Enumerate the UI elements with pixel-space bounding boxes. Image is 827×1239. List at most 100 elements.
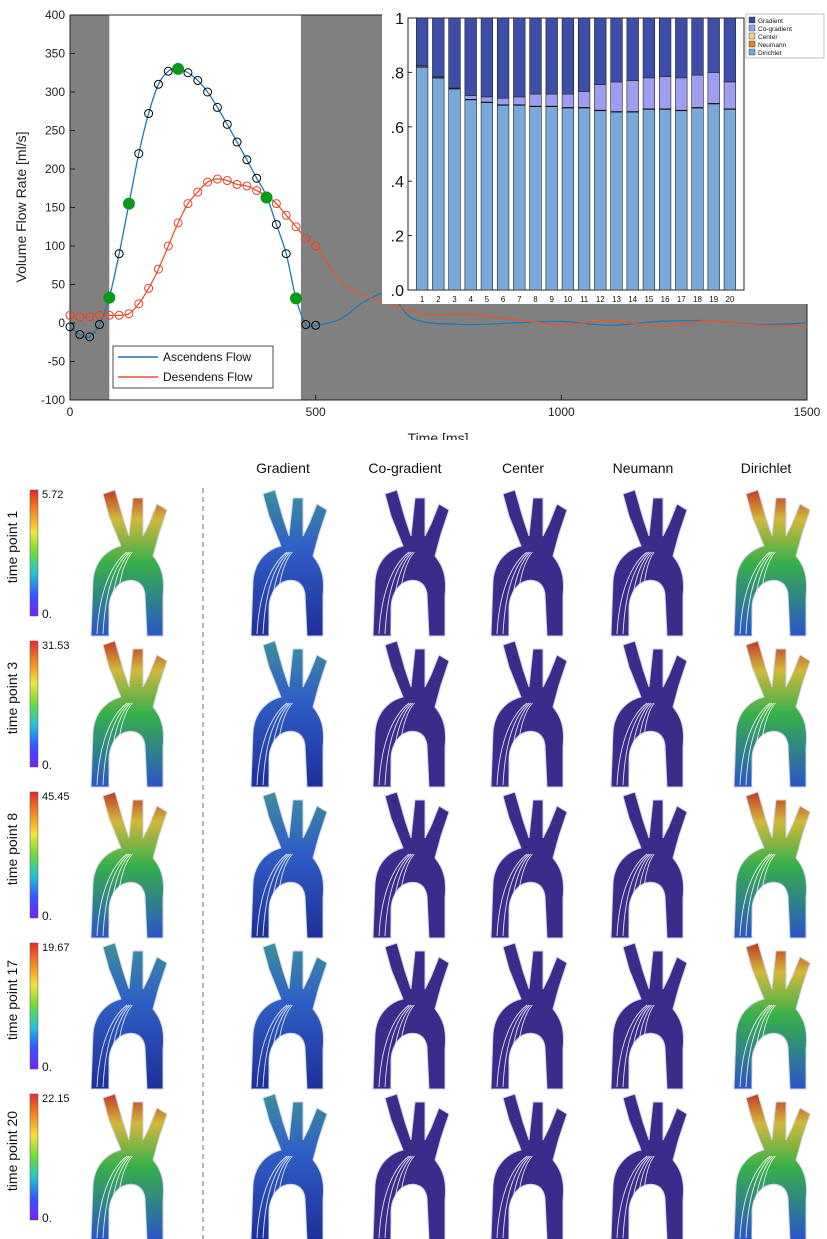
inset-x-tick-label: 1: [420, 295, 425, 304]
aorta-surface: [610, 640, 688, 788]
row-label: time point 20: [4, 1111, 20, 1191]
inset-bar-gradient: [415, 17, 429, 66]
ascendens-point: [114, 249, 124, 259]
inset-x-tick-label: 7: [517, 295, 522, 304]
desendens-point: [271, 199, 281, 209]
streamline: [262, 1004, 290, 1088]
inset-bar-gradient: [529, 17, 542, 95]
chart-axes: -100 -50 0 50 100 150 200 250 300 350 400 0 500 1000 1…: [41, 8, 821, 419]
streamline: [384, 1004, 412, 1088]
streamline: [745, 1155, 773, 1239]
inset-x-tick-label: 12: [596, 295, 605, 304]
streamline: [751, 702, 774, 786]
inset-bar-co-gradient: [561, 93, 575, 109]
aorta-surface: [372, 489, 450, 637]
desendens-point: [65, 310, 75, 320]
ascendens-point: [193, 75, 203, 85]
highlight-point: [172, 62, 185, 75]
desendens-point: [193, 187, 203, 197]
desendens-point: [222, 176, 232, 186]
streamline: [628, 1004, 651, 1088]
streamline: [751, 1004, 774, 1088]
desendens-point: [163, 241, 173, 251]
streamline: [256, 702, 288, 786]
streamline: [262, 702, 290, 786]
column-header: Center: [502, 460, 544, 476]
inset-bar-co-gradient: [577, 91, 591, 109]
highlight-point: [122, 197, 135, 210]
streamline: [390, 702, 413, 786]
ascendens-point: [203, 87, 213, 97]
streamline: [384, 853, 412, 937]
streamline: [496, 853, 528, 937]
ascendens-point: [134, 149, 144, 159]
x-tick-label: 0: [67, 405, 74, 419]
inset-bar-gradient: [723, 17, 737, 83]
colorbar-max-label: 31.53: [42, 640, 70, 652]
inset-x-tick-label: 20: [725, 295, 734, 304]
inset-bar-dirichlet: [464, 99, 477, 291]
legend-label: Desendens Flow: [163, 370, 253, 384]
aorta-body: [733, 1093, 811, 1239]
inset-x-tick-label: 14: [628, 295, 637, 304]
inset-legend-label: Center: [758, 34, 778, 41]
desendens-point: [124, 309, 134, 319]
aorta-body: [490, 791, 568, 939]
grid-row: time point 17 19.67 0.: [4, 942, 811, 1090]
aorta-surface: [250, 791, 328, 939]
streamline: [384, 551, 412, 635]
grid-row: time point 8 45.45 0.: [4, 791, 811, 939]
column-headers: Gradient Co-gradient Center Neumann Dirichle…: [256, 460, 791, 476]
streamline: [390, 1155, 413, 1239]
desendens-point: [173, 218, 183, 228]
desendens-point: [252, 186, 262, 196]
highlight-point: [103, 291, 116, 304]
streamline: [508, 853, 531, 937]
y-tick-label: 200: [45, 162, 65, 176]
inset-bar-gradient: [626, 17, 639, 81]
streamline: [640, 1004, 655, 1088]
grid-row: time point 1 5.72 0.: [4, 489, 811, 637]
inset-bar-gradient: [513, 17, 526, 98]
streamline: [96, 702, 128, 786]
aorta-body: [250, 640, 328, 788]
inset-y-tick-label: 1: [395, 11, 404, 28]
streamline: [114, 702, 133, 786]
inset-bar-gradient: [545, 17, 558, 95]
streamline: [514, 1004, 533, 1088]
inset-bar-co-gradient: [545, 93, 558, 107]
streamline: [616, 551, 648, 635]
aorta-surface: [733, 640, 811, 788]
streamline: [751, 853, 774, 937]
streamline: [634, 551, 653, 635]
column-header: Gradient: [256, 460, 310, 476]
streamline: [502, 702, 530, 786]
streamline: [634, 702, 653, 786]
streamline: [390, 551, 413, 635]
desendens-point: [212, 174, 222, 184]
streamline: [378, 1155, 410, 1239]
streamline: [96, 551, 128, 635]
desendens-point: [242, 181, 252, 191]
streamline: [628, 853, 651, 937]
streamline: [616, 853, 648, 937]
ascendens-point: [271, 219, 281, 229]
aorta-body: [90, 791, 168, 939]
streamline: [396, 853, 415, 937]
colorbar-min-label: 0.: [42, 909, 52, 923]
aorta-body: [372, 489, 450, 637]
colorbar: [29, 489, 39, 617]
column-header: Neumann: [613, 460, 674, 476]
inset-bar-gradient: [658, 17, 672, 77]
desendens-point: [114, 310, 124, 320]
aorta-body: [733, 942, 811, 1090]
inset-legend-swatch: [748, 24, 756, 32]
streamline: [378, 702, 410, 786]
colorbar-max-label: 5.72: [42, 489, 63, 501]
streamline: [96, 1004, 128, 1088]
streamline: [502, 1155, 530, 1239]
inset-bar-dirichlet: [496, 104, 510, 291]
streamline: [268, 551, 291, 635]
streamline: [378, 551, 410, 635]
inset-bar-co-gradient: [513, 96, 526, 106]
